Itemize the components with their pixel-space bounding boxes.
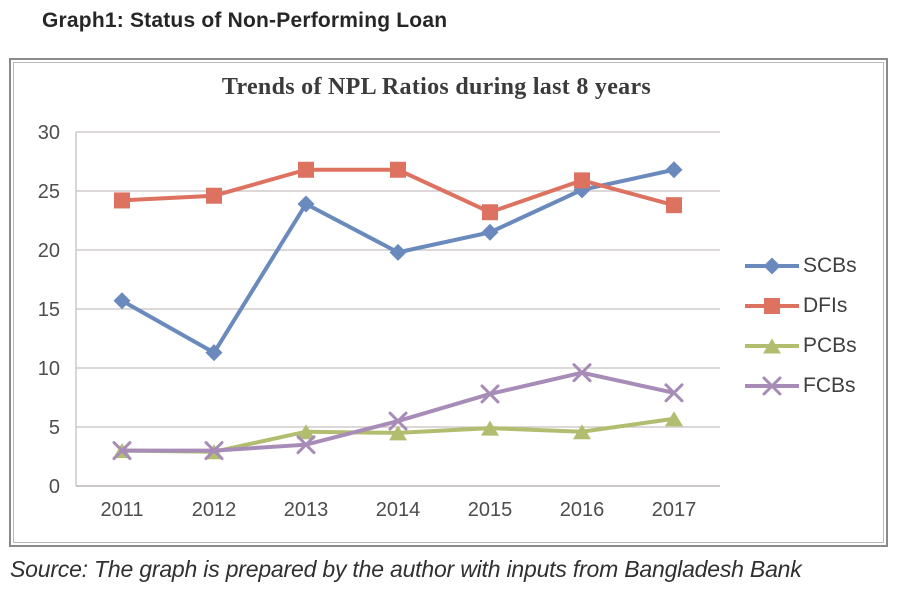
data-point-square xyxy=(764,298,780,314)
data-point-square xyxy=(574,172,590,189)
data-point-square xyxy=(298,161,314,178)
y-tick-label: 5 xyxy=(49,417,60,439)
data-point-x xyxy=(296,435,316,455)
x-tick-label: 2015 xyxy=(468,499,513,521)
data-point-x xyxy=(664,383,684,403)
data-point-triangle xyxy=(665,411,683,427)
data-point-triangle xyxy=(763,338,781,354)
data-point-diamond xyxy=(297,195,315,213)
data-point-x xyxy=(388,411,408,431)
data-point-square xyxy=(206,187,222,204)
y-tick-label: 30 xyxy=(38,122,60,144)
y-tick-label: 25 xyxy=(38,181,60,203)
legend-item-dfis: DFIs xyxy=(743,286,857,326)
legend-label: DFIs xyxy=(803,294,848,317)
chart-legend: SCBs DFIs PCBs FCBs xyxy=(743,246,857,406)
legend-label: PCBs xyxy=(803,334,857,357)
data-point-diamond xyxy=(665,161,683,179)
x-tick-label: 2011 xyxy=(100,499,143,521)
chart-title: Trends of NPL Ratios during last 8 years xyxy=(221,74,652,100)
data-point-x xyxy=(480,384,500,404)
legend-label: FCBs xyxy=(803,374,856,397)
x-tick-label: 2014 xyxy=(376,499,421,521)
data-point-diamond xyxy=(205,344,223,362)
scbs-line-marker-icon xyxy=(745,257,799,275)
y-tick-label: 0 xyxy=(49,476,60,498)
x-tick-label: 2013 xyxy=(284,499,329,521)
data-point-square xyxy=(482,204,498,221)
data-point-x xyxy=(572,363,592,383)
data-point-triangle xyxy=(297,424,315,440)
data-point-diamond xyxy=(763,257,781,275)
legend-label: SCBs xyxy=(803,254,857,277)
x-tick-label: 2017 xyxy=(652,499,697,521)
data-point-x xyxy=(112,441,132,461)
legend-item-fcbs: FCBs xyxy=(743,366,857,406)
npl-trend-line-chart: 0 5 10 15 20 25 30 2011 2012 2013 2014 2015 2016 2017 xyxy=(38,122,720,521)
data-point-x xyxy=(204,441,224,461)
y-tick-label: 10 xyxy=(38,358,60,380)
data-point-square xyxy=(114,192,130,209)
y-tick-label: 15 xyxy=(38,299,60,321)
data-point-square xyxy=(666,197,682,214)
legend-item-pcbs: PCBs xyxy=(743,326,857,366)
data-point-diamond xyxy=(113,292,131,310)
legend-item-scbs: SCBs xyxy=(743,246,857,286)
y-tick-label: 20 xyxy=(38,240,60,262)
data-point-diamond xyxy=(481,223,499,241)
data-point-x xyxy=(762,376,782,396)
chart-frame: Trends of NPL Ratios during last 8 years… xyxy=(9,58,888,547)
x-tick-label: 2016 xyxy=(560,499,605,521)
data-point-triangle xyxy=(573,424,591,440)
pcbs-line-marker-icon xyxy=(745,338,799,354)
page-title: Graph1: Status of Non-Performing Loan xyxy=(42,9,448,32)
data-point-triangle xyxy=(389,425,407,441)
data-point-square xyxy=(390,161,406,178)
data-point-triangle xyxy=(481,420,499,436)
x-tick-label: 2012 xyxy=(192,499,237,521)
fcbs-line-marker-icon xyxy=(745,376,799,396)
dfis-line-marker-icon xyxy=(745,298,799,314)
source-note: Source: The graph is prepared by the aut… xyxy=(10,556,802,582)
data-point-diamond xyxy=(389,243,407,261)
